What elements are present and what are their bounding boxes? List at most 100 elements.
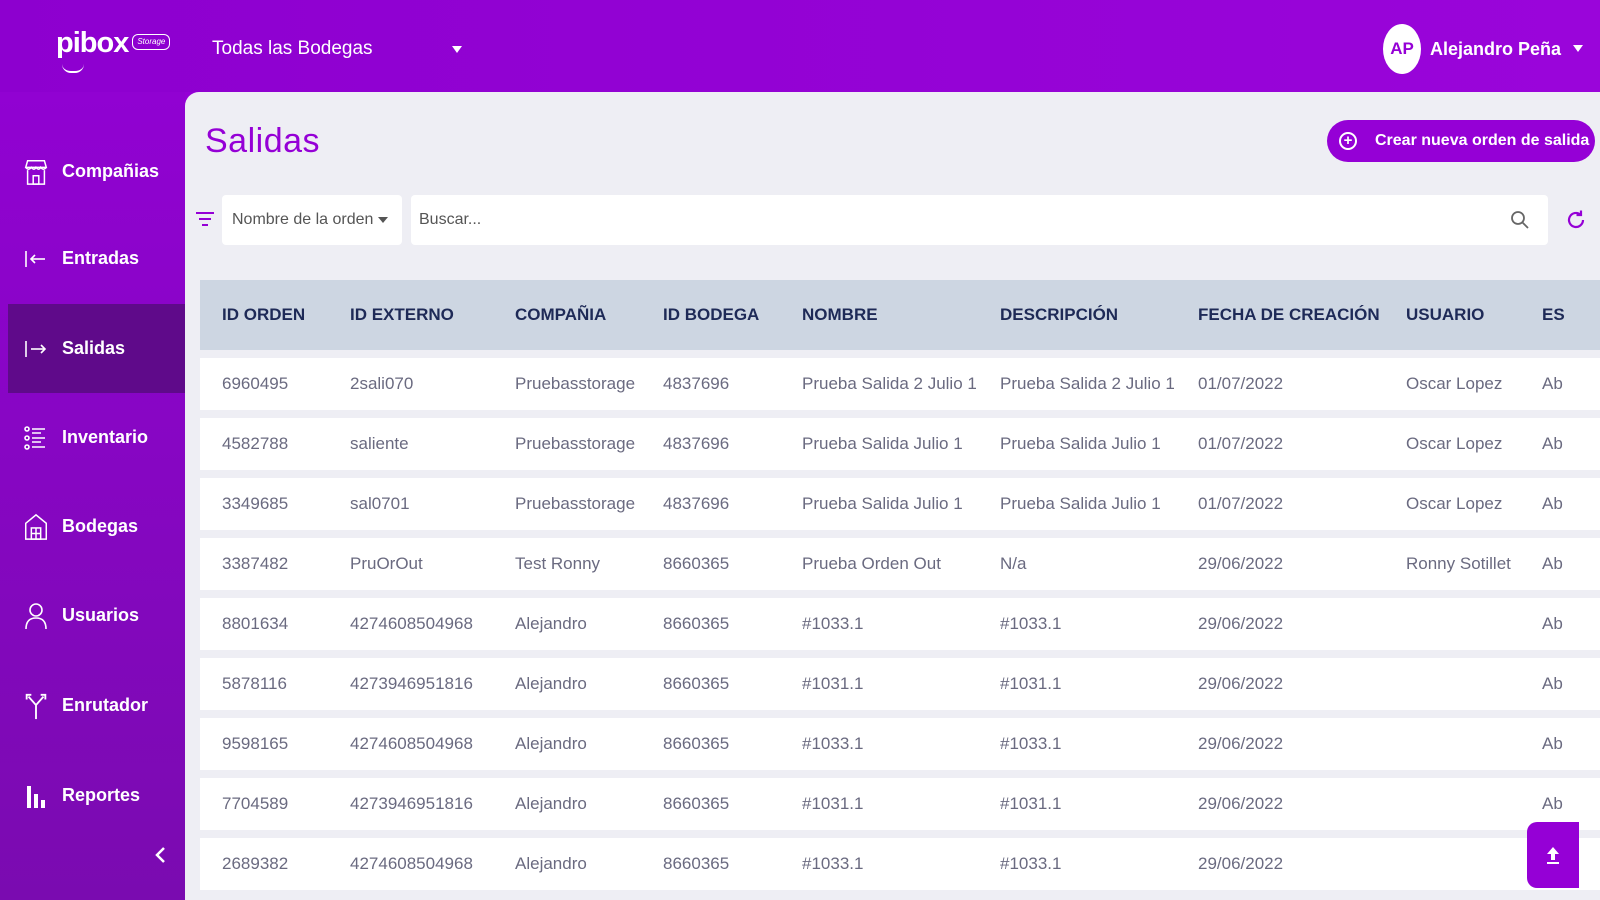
table-cell: #1033.1	[978, 838, 1176, 890]
table-cell: 4274608504968	[328, 598, 493, 650]
column-header[interactable]: NOMBRE	[780, 280, 978, 350]
user-menu[interactable]: AP Alejandro Peña	[1383, 23, 1583, 75]
table-cell: 4837696	[641, 358, 780, 410]
chevron-down-icon	[378, 217, 388, 223]
table-cell: sal0701	[328, 478, 493, 530]
table-cell: Alejandro	[493, 718, 641, 770]
sidebar-item-reportes[interactable]: Reportes	[8, 751, 185, 840]
search-icon[interactable]	[1510, 210, 1530, 230]
store-icon	[22, 156, 50, 188]
table-cell: 3387482	[200, 538, 328, 590]
arrow-out-icon	[22, 333, 50, 365]
table-cell: #1031.1	[780, 778, 978, 830]
table-cell: 4273946951816	[328, 778, 493, 830]
search-input[interactable]	[411, 195, 1491, 245]
table-cell: #1031.1	[780, 658, 978, 710]
table-cell: Alejandro	[493, 838, 641, 890]
table-cell: Ab	[1520, 718, 1600, 770]
table-row[interactable]: 4582788 saliente Pruebasstorage 4837696 Prue…	[200, 418, 1600, 470]
sidebar-item-label: Compañias	[62, 161, 160, 181]
create-exit-order-button[interactable]: + Crear nueva orden de salida	[1327, 120, 1595, 162]
table-cell: Pruebasstorage	[493, 418, 641, 470]
sidebar-item-bodegas[interactable]: Bodegas	[8, 482, 185, 571]
column-header[interactable]: USUARIO	[1384, 280, 1520, 350]
chevron-left-icon	[155, 847, 165, 863]
arrow-up-icon	[1547, 847, 1559, 864]
table-header-row: ID ORDEN ID EXTERNO COMPAÑIA ID BODEGA N…	[200, 280, 1600, 350]
table-row[interactable]: 9598165 4274608504968 Alejandro 8660365 #103…	[200, 718, 1600, 770]
column-header[interactable]: ID EXTERNO	[328, 280, 493, 350]
table-cell: 2689382	[200, 838, 328, 890]
table-cell: 29/06/2022	[1176, 598, 1384, 650]
table-cell: Pruebasstorage	[493, 358, 641, 410]
table-cell: Prueba Orden Out	[780, 538, 978, 590]
column-header[interactable]: FECHA DE CREACIÓN	[1176, 280, 1384, 350]
sidebar-item-companias[interactable]: Compañias	[8, 127, 185, 216]
table-cell: Prueba Salida 2 Julio 1	[978, 358, 1176, 410]
table-row[interactable]: 6960495 2sali070 Pruebasstorage 4837696 Prue…	[200, 358, 1600, 410]
table-row[interactable]: 3387482 PruOrOut Test Ronny 8660365 Prueba O…	[200, 538, 1600, 590]
table-cell: PruOrOut	[328, 538, 493, 590]
table-cell	[1384, 658, 1520, 710]
sidebar-item-salidas[interactable]: Salidas	[8, 304, 185, 393]
table-cell: #1031.1	[978, 778, 1176, 830]
table-cell: 8660365	[641, 778, 780, 830]
table-cell: 3349685	[200, 478, 328, 530]
page-title: Salidas	[205, 122, 321, 160]
warehouse-icon	[22, 511, 50, 543]
table-cell: 4274608504968	[328, 718, 493, 770]
column-header[interactable]: ID ORDEN	[200, 280, 328, 350]
table-cell: 29/06/2022	[1176, 658, 1384, 710]
sidebar-item-usuarios[interactable]: Usuarios	[8, 571, 185, 660]
table-cell: 8660365	[641, 538, 780, 590]
plus-circle-icon: +	[1339, 132, 1357, 150]
table-row[interactable]: 2689382 4274608504968 Alejandro 8660365 #103…	[200, 838, 1600, 890]
column-header[interactable]: ID BODEGA	[641, 280, 780, 350]
table-cell: Prueba Salida Julio 1	[780, 418, 978, 470]
table-cell: 8660365	[641, 658, 780, 710]
table-cell: Alejandro	[493, 598, 641, 650]
warehouse-select[interactable]: Todas las Bodegas	[212, 34, 462, 64]
table-cell: Prueba Salida 2 Julio 1	[780, 358, 978, 410]
sidebar-item-inventario[interactable]: Inventario	[8, 393, 185, 482]
scroll-to-top-button[interactable]	[1527, 822, 1579, 888]
column-header[interactable]: COMPAÑIA	[493, 280, 641, 350]
column-header[interactable]: ES	[1520, 280, 1600, 350]
table-cell: 5878116	[200, 658, 328, 710]
filter-icon[interactable]	[195, 211, 215, 227]
table-row[interactable]: 7704589 4273946951816 Alejandro 8660365 #103…	[200, 778, 1600, 830]
table-cell: Ab	[1520, 658, 1600, 710]
table-cell	[1384, 598, 1520, 650]
table-cell: #1033.1	[780, 718, 978, 770]
sidebar-item-entradas[interactable]: Entradas	[8, 214, 185, 303]
pibox-logo[interactable]: pibox Storage	[56, 26, 171, 73]
table-cell: #1033.1	[978, 598, 1176, 650]
table-cell: 9598165	[200, 718, 328, 770]
table-cell: Ab	[1520, 778, 1600, 830]
filter-field-select[interactable]: Nombre de la orden	[222, 195, 402, 245]
sidebar-item-label: Entradas	[62, 248, 140, 268]
table-cell: Prueba Salida Julio 1	[780, 478, 978, 530]
table-cell: #1033.1	[780, 838, 978, 890]
table-cell: 29/06/2022	[1176, 718, 1384, 770]
orders-table-container: ID ORDEN ID EXTERNO COMPAÑIA ID BODEGA N…	[200, 280, 1600, 900]
bar-chart-icon	[22, 780, 50, 812]
table-row[interactable]: 8801634 4274608504968 Alejandro 8660365 #103…	[200, 598, 1600, 650]
sidebar-item-label: Bodegas	[62, 516, 139, 536]
table-row[interactable]: 5878116 4273946951816 Alejandro 8660365 #103…	[200, 658, 1600, 710]
refresh-icon[interactable]	[1565, 209, 1587, 231]
table-row[interactable]: 3349685 sal0701 Pruebasstorage 4837696 Prueb…	[200, 478, 1600, 530]
sidebar-item-enrutador[interactable]: Enrutador	[8, 661, 185, 750]
table-cell: Prueba Salida Julio 1	[978, 478, 1176, 530]
table-cell: #1031.1	[978, 658, 1176, 710]
table-cell: 6960495	[200, 358, 328, 410]
table-cell	[1384, 718, 1520, 770]
table-cell: 01/07/2022	[1176, 478, 1384, 530]
table-cell: 8801634	[200, 598, 328, 650]
table-cell: 4273946951816	[328, 658, 493, 710]
column-header[interactable]: DESCRIPCIÓN	[978, 280, 1176, 350]
sidebar-item-label: Reportes	[62, 785, 141, 805]
table-cell: 01/07/2022	[1176, 358, 1384, 410]
collapse-sidebar-button[interactable]	[145, 840, 175, 870]
avatar: AP	[1383, 24, 1421, 74]
